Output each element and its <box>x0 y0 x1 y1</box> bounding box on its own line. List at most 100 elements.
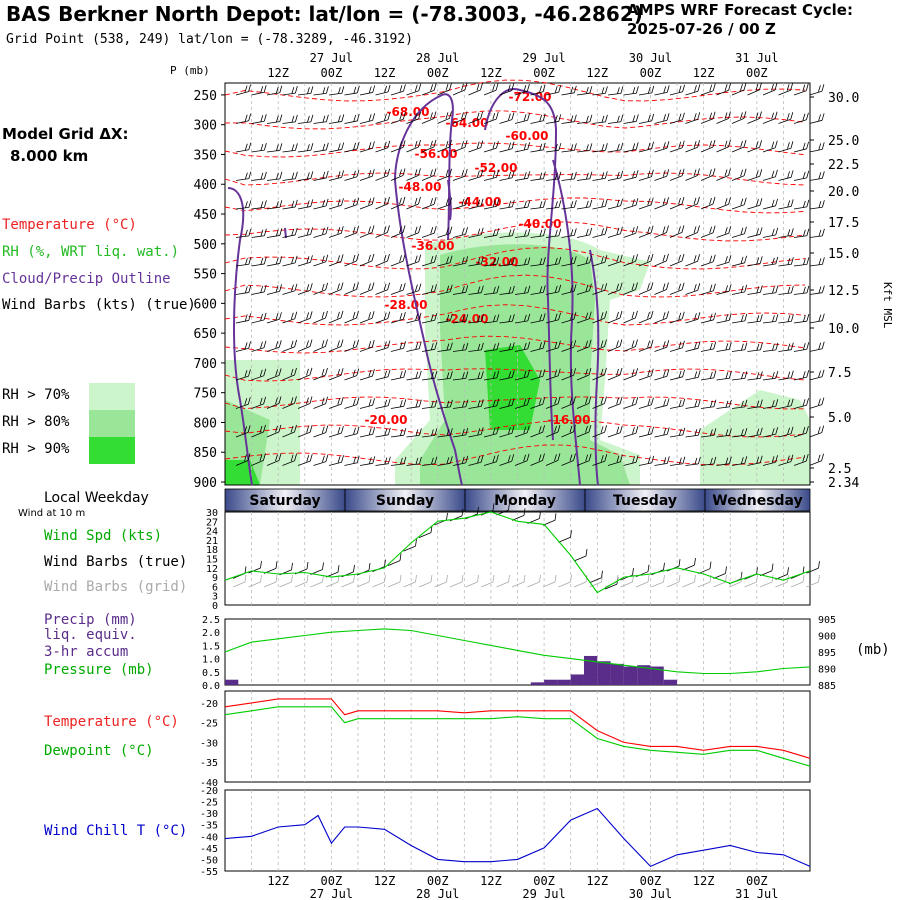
height-tick-label: 30.0 <box>828 91 859 106</box>
wind-barb <box>638 346 652 352</box>
wind-barb-flag <box>294 339 298 347</box>
wind-barb-flag <box>678 141 682 149</box>
wind-barb-flag <box>526 453 530 461</box>
wind-barb <box>235 320 249 324</box>
wind-barb-flag <box>461 199 465 206</box>
wind-barb-flag <box>449 111 452 119</box>
bottom-hour-label: 00Z <box>746 874 768 888</box>
wind-barb-flag <box>279 256 283 264</box>
wind-barb-flag <box>356 455 360 463</box>
wind-barb <box>499 404 513 409</box>
wind-barb-flag <box>817 426 821 434</box>
wind-barb-flag <box>434 399 438 407</box>
wind-barb-flag <box>554 86 558 93</box>
wind-barb-flag <box>496 228 500 236</box>
wind-barb-flag <box>790 426 794 434</box>
wind-barb-flag <box>446 256 449 264</box>
surface-wind-barb-flag <box>585 548 588 557</box>
wind-barb-flag <box>449 168 452 176</box>
wind-barb <box>406 348 420 352</box>
grid-wind-barb <box>775 581 788 588</box>
wind-barb-flag <box>511 112 515 120</box>
wind-barb-flag <box>322 171 326 179</box>
grid-wind-barb <box>573 581 587 588</box>
wind-barb-flag <box>585 284 589 292</box>
wind-barb-flag <box>462 343 465 351</box>
wind-barb-flag <box>368 170 372 177</box>
wind-barb-flag <box>539 258 543 265</box>
wind-barb-flag <box>756 228 759 235</box>
wind-barb-flag <box>569 454 573 462</box>
wind-speed-line <box>224 511 811 594</box>
wind-barb-flag <box>573 256 577 264</box>
wind-tick-label: 15 <box>206 555 218 566</box>
wind-barb <box>499 376 513 381</box>
wind-barb-flag <box>604 396 607 404</box>
wind-barb-flag <box>787 229 791 236</box>
wind-barb <box>778 89 791 96</box>
wind-barb-flag <box>430 140 433 148</box>
wind-barb <box>638 232 652 238</box>
wind-barb-flag <box>681 140 685 148</box>
wind-barb <box>421 406 435 409</box>
wind-barb-flag <box>418 341 422 349</box>
wind-barb-flag <box>555 201 558 209</box>
wind-barb-flag <box>558 171 562 179</box>
wind-barb <box>282 150 296 153</box>
wind-barb-flag <box>759 198 763 206</box>
wind-barb-flag <box>415 457 419 465</box>
wind-barb-flag <box>585 200 589 208</box>
wind-barb <box>685 175 698 181</box>
temperature-contour <box>224 110 806 130</box>
wind-barb-flag <box>276 144 279 151</box>
wind-barb <box>297 92 311 96</box>
wind-barb-flag <box>694 371 698 378</box>
wind-barb <box>266 92 280 96</box>
wind-barb-flag <box>663 86 667 93</box>
wind-barb-flag <box>570 115 574 123</box>
wind-barb-flag <box>492 84 495 91</box>
wind-barb <box>685 376 699 381</box>
wind-barb <box>545 291 559 295</box>
wind-barb-flag <box>260 115 264 122</box>
wind-barb-flag <box>450 371 453 379</box>
wind-barb-flag <box>558 284 562 292</box>
wind-barb-flag <box>666 427 670 435</box>
wind-barb-flag <box>337 143 341 151</box>
grid-wind-barb-flag <box>353 574 355 583</box>
wind-barb-flag <box>480 427 484 435</box>
wind-barb-flag <box>616 143 620 151</box>
wind-barb-flag <box>557 368 561 376</box>
wind-barb-flag <box>570 86 574 94</box>
wind-barb-flag <box>496 285 500 293</box>
wind-barb-flag <box>666 253 669 262</box>
wind-barb-flag <box>477 228 481 236</box>
wind-barb-flag <box>476 141 480 149</box>
wind-barb <box>421 290 435 295</box>
wind-barb-flag <box>309 311 313 319</box>
wind-barb-flag <box>616 311 619 319</box>
wind-barb <box>514 263 528 267</box>
surface-wind-barb-flag <box>694 558 696 566</box>
wind-barb-flag <box>712 111 716 119</box>
wind-barb-flag <box>818 314 822 322</box>
wind-barb-flag <box>524 229 527 237</box>
wind-barb-flag <box>666 141 670 149</box>
pressure-tick-label: 650 <box>194 327 217 342</box>
wind-barb <box>437 406 451 409</box>
wind-barb-flag <box>740 256 744 264</box>
wind-barb-flag <box>647 398 651 406</box>
wind-barb-flag <box>477 400 481 407</box>
cloud-outline <box>484 88 558 441</box>
wind-barb <box>716 146 729 153</box>
bottom-hour-label: 00Z <box>427 874 449 888</box>
wind-barb-flag <box>585 454 588 462</box>
wind-barb-flag <box>616 426 620 434</box>
legend-cloud: Cloud/Precip Outline <box>2 271 171 287</box>
wind-barb-flag <box>433 83 437 91</box>
wind-barb-flag <box>434 456 438 464</box>
wind-barb-flag <box>508 113 511 121</box>
wind-barb <box>561 431 574 438</box>
wind-barb-flag <box>558 143 562 151</box>
wind-barb <box>545 319 559 324</box>
